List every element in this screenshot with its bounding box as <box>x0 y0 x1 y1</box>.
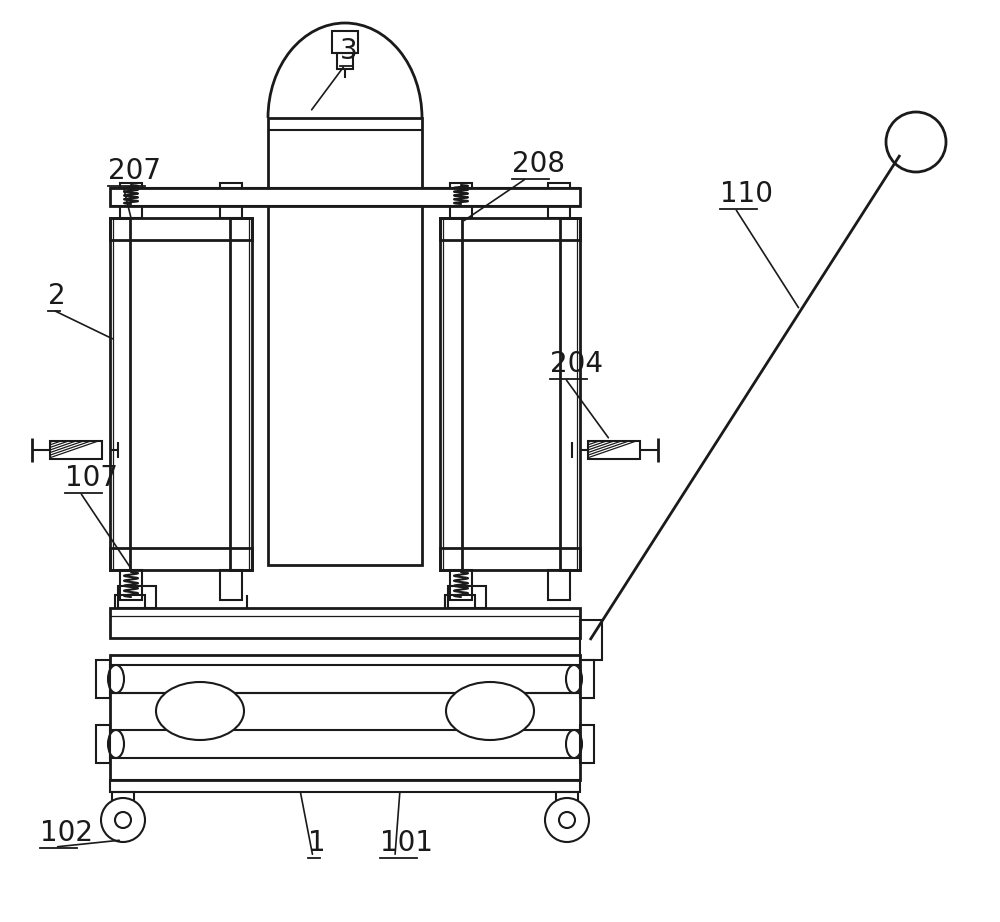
Bar <box>118 586 156 608</box>
Bar <box>580 725 594 763</box>
Bar <box>110 218 130 570</box>
Text: 1: 1 <box>308 829 326 857</box>
Text: 3: 3 <box>340 37 358 65</box>
Text: 101: 101 <box>380 829 433 857</box>
Bar <box>588 441 640 459</box>
Bar <box>110 730 580 758</box>
Ellipse shape <box>108 665 124 693</box>
Text: 110: 110 <box>720 180 773 208</box>
Bar <box>50 441 102 459</box>
Bar <box>580 660 594 698</box>
Bar <box>332 31 358 53</box>
Bar <box>230 218 252 570</box>
Bar <box>110 548 252 570</box>
Bar <box>548 570 570 600</box>
Bar <box>450 183 472 218</box>
Ellipse shape <box>446 682 534 740</box>
Bar <box>115 595 145 623</box>
Ellipse shape <box>566 730 582 758</box>
Bar <box>440 218 580 240</box>
Bar <box>556 792 578 810</box>
Text: 207: 207 <box>108 157 161 185</box>
Text: 208: 208 <box>512 150 565 178</box>
Bar <box>120 570 142 600</box>
Bar <box>110 655 580 780</box>
Bar <box>220 570 242 600</box>
Circle shape <box>559 812 575 828</box>
Bar <box>96 725 110 763</box>
Bar <box>580 620 602 660</box>
Bar <box>112 792 134 810</box>
Bar <box>110 780 580 792</box>
Text: 2: 2 <box>48 282 66 310</box>
Bar <box>440 218 462 570</box>
Bar <box>220 183 242 218</box>
Bar <box>96 660 110 698</box>
Text: 102: 102 <box>40 819 93 847</box>
Bar <box>548 183 570 218</box>
Circle shape <box>115 812 131 828</box>
Bar <box>110 608 580 638</box>
Bar <box>440 548 580 570</box>
Ellipse shape <box>566 665 582 693</box>
Circle shape <box>101 798 145 842</box>
Bar <box>110 665 580 693</box>
Text: 107: 107 <box>65 464 118 492</box>
Bar <box>560 218 580 570</box>
Bar <box>448 586 486 608</box>
Bar <box>450 570 472 600</box>
Bar <box>337 53 353 69</box>
Circle shape <box>545 798 589 842</box>
Ellipse shape <box>108 730 124 758</box>
Ellipse shape <box>156 682 244 740</box>
Text: 204: 204 <box>550 350 603 378</box>
Bar <box>110 218 252 240</box>
Bar <box>445 595 475 623</box>
Bar <box>268 118 422 565</box>
Bar <box>120 183 142 218</box>
Bar <box>110 188 580 206</box>
